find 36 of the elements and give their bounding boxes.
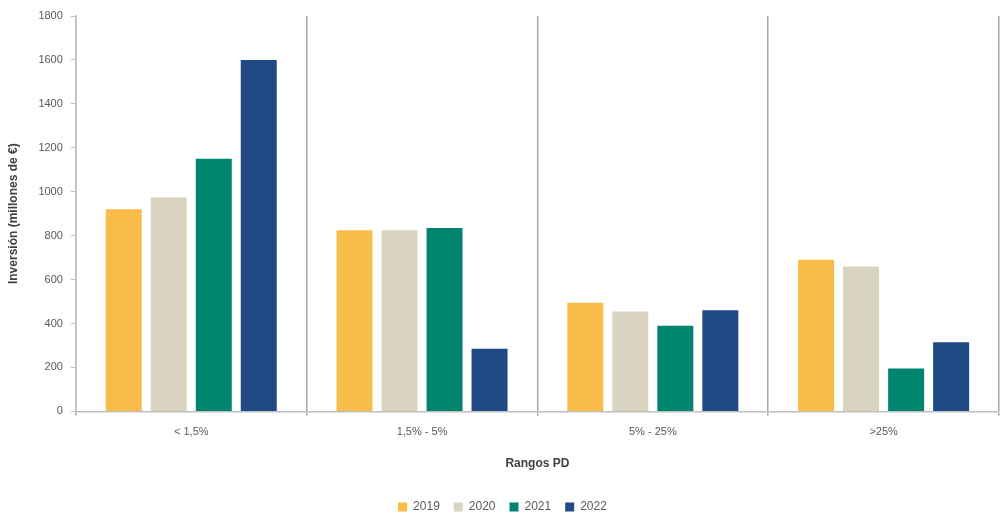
y-tick-label: 800 [44, 228, 63, 241]
x-axis-title: Rangos PD [505, 456, 570, 471]
bar [612, 311, 649, 411]
x-tick-label: < 1,5% [173, 425, 209, 438]
y-tick-label: 0 [56, 404, 63, 417]
bar [702, 310, 739, 411]
x-tick-label: >25% [869, 425, 899, 438]
bar [195, 158, 232, 411]
bar [657, 325, 694, 411]
y-tick-label: 1800 [38, 9, 63, 22]
bar [471, 348, 508, 411]
x-tick-label: 1,5% - 5% [396, 425, 448, 438]
bar [426, 227, 463, 411]
y-tick-label: 1400 [38, 96, 63, 109]
y-tick-label: 1200 [38, 140, 63, 153]
bar [843, 266, 880, 411]
legend-label: 2019 [413, 499, 441, 514]
legend-label: 2020 [468, 499, 496, 514]
bar [933, 342, 970, 411]
y-tick-label: 400 [44, 316, 63, 329]
bar [336, 230, 373, 411]
bar [567, 302, 604, 411]
bar [240, 59, 277, 411]
bar [888, 368, 925, 411]
bar [105, 209, 142, 411]
y-axis-title: Inversión (millones de €) [5, 143, 20, 285]
y-tick-label: 600 [44, 272, 63, 285]
legend-label: 2021 [524, 499, 552, 514]
legend-label: 2022 [580, 499, 608, 514]
y-tick-label: 200 [44, 360, 63, 373]
y-tick-label: 1000 [38, 184, 63, 197]
bar [150, 197, 187, 411]
bar [798, 259, 835, 411]
y-tick-label: 1600 [38, 52, 63, 65]
bar [381, 230, 418, 411]
x-tick-label: 5% - 25% [628, 425, 677, 438]
